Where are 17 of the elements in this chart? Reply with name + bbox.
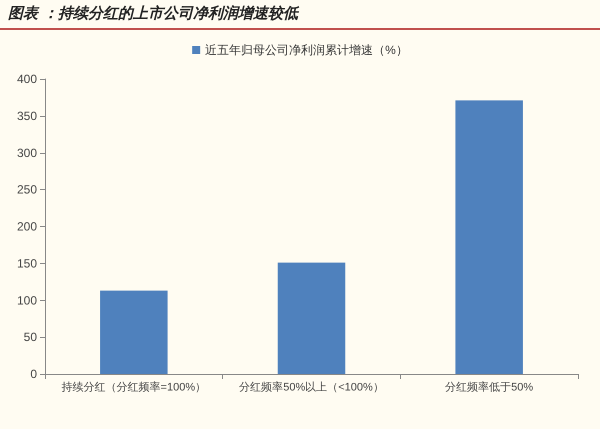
y-tick-label: 300 xyxy=(16,146,38,160)
x-tick-label: 分红频率50%以上（<100%） xyxy=(239,380,384,394)
y-tick-label: 350 xyxy=(16,108,38,123)
bar xyxy=(278,262,346,374)
x-tick-label: 持续分红（分红频率=100%） xyxy=(62,380,206,394)
y-tick-label: 400 xyxy=(16,72,38,86)
y-tick-label: 100 xyxy=(16,293,38,308)
x-tick-label: 分红频率低于50% xyxy=(445,380,534,394)
y-tick-label: 50 xyxy=(24,330,38,344)
chart-title: 图表 ：持续分红的上市公司净利润增速较低 xyxy=(8,4,298,23)
bar xyxy=(100,290,168,374)
y-tick-label: 200 xyxy=(16,220,38,234)
y-tick-label: 0 xyxy=(30,367,38,381)
y-tick-label: 250 xyxy=(16,182,38,197)
y-tick-label: 150 xyxy=(16,256,38,270)
bar xyxy=(455,100,523,374)
legend-label: 近五年归母公司净利润累计增速（%） xyxy=(205,43,408,57)
